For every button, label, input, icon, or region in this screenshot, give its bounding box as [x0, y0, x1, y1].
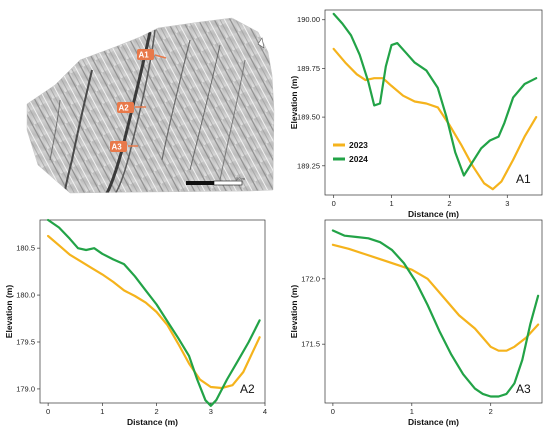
map-label-a1-bg	[137, 49, 154, 60]
map-label-a1: A1	[137, 49, 167, 60]
map-label-a1-marker	[154, 54, 167, 59]
map-terrain	[26, 17, 275, 194]
scale-bar-label: 50 m	[236, 176, 246, 181]
chart-a2-panel-label: A2	[240, 382, 255, 396]
chart-a1-ytick-label: 189.25	[297, 161, 320, 170]
chart-a1-panel-label: A1	[516, 172, 531, 186]
chart-a2: 0 1 2 3 4 179.0 179.5 180.0 180.5 Distance (m) Ele…	[4, 218, 267, 427]
map-label-a3: A3	[110, 141, 138, 152]
chart-a1-xlabel: Distance (m)	[408, 209, 459, 219]
chart-a2-ytick-label: 179.5	[16, 338, 35, 347]
chart-a1-ylabel: Elevation (m)	[289, 76, 299, 130]
chart-a2-ylabel: Elevation (m)	[4, 285, 14, 339]
chart-a3-ytick-label: 171.5	[301, 340, 320, 349]
chart-a3-xtick-label: 1	[410, 407, 414, 416]
chart-a3-ytick-label: 172.0	[301, 274, 320, 283]
chart-a1-frame	[324, 9, 543, 196]
chart-a2-series-2024-line	[47, 218, 261, 407]
map-label-a2-text: A2	[119, 104, 130, 113]
chart-a2-xtick-label: 1	[100, 407, 104, 416]
chart-a2-ytick-label: 180.0	[16, 291, 35, 300]
chart-a1-ytick-label: 189.50	[297, 113, 320, 122]
chart-a3-panel-label: A3	[516, 382, 531, 396]
chart-a3: 0 1 2 171.5 172.0 Distance (m) Elevation (m) A3	[289, 219, 543, 427]
chart-a1-series-2024-line	[332, 12, 538, 177]
chart-a1-xtick-label: 2	[447, 199, 451, 208]
chart-a2-xtick-label: 3	[209, 407, 213, 416]
chart-a1-xtick-label: 3	[505, 199, 509, 208]
chart-a1: 0 1 2 3 189.25 189.50 189.75 190.00 Distance (m)…	[289, 9, 543, 219]
chart-a3-xtick-label: 2	[489, 407, 493, 416]
scale-bar-white	[213, 180, 243, 186]
chart-a2-xlabel: Distance (m)	[127, 417, 178, 427]
map-label-a2: A2	[117, 102, 146, 113]
chart-a2-series-2023-line	[47, 234, 261, 390]
chart-a1-legend-label-2024: 2024	[349, 154, 368, 164]
chart-a1-xtick-label: 1	[389, 199, 393, 208]
map-label-a3-bg	[110, 141, 127, 152]
map-channels	[49, 29, 246, 193]
chart-a3-ylabel: Elevation (m)	[289, 285, 299, 339]
chart-a3-xtick-label: 0	[331, 407, 335, 416]
map-label-a3-text: A3	[112, 143, 123, 152]
chart-a1-xtick-label: 0	[332, 199, 336, 208]
chart-a2-frame	[39, 219, 266, 404]
hillshade-map: 50 m A1 A2 A3	[26, 17, 275, 194]
chart-a3-series-2024-line	[331, 229, 540, 398]
chart-a3-xlabel: Distance (m)	[408, 417, 459, 427]
chart-a3-frame	[324, 219, 543, 404]
chart-a1-ytick-label: 189.75	[297, 64, 320, 73]
chart-a2-ytick-label: 179.0	[16, 384, 35, 393]
chart-a3-series-2023-line	[331, 243, 540, 352]
chart-a2-xtick-label: 2	[154, 407, 158, 416]
map-label-a1-text: A1	[139, 51, 150, 60]
chart-a1-legend-label-2023: 2023	[349, 140, 368, 150]
north-arrow-icon	[257, 37, 265, 49]
chart-a2-ytick-label: 180.5	[16, 244, 35, 253]
profile-charts: 0 1 2 3 189.25 189.50 189.75 190.00 Distance (m)…	[4, 9, 543, 427]
chart-a2-xtick-label: 0	[46, 407, 50, 416]
scale-bar-black	[186, 181, 214, 185]
chart-a1-ytick-label: 190.00	[297, 15, 320, 24]
map-label-a2-bg	[117, 102, 134, 113]
chart-a2-xtick-label: 4	[263, 407, 267, 416]
